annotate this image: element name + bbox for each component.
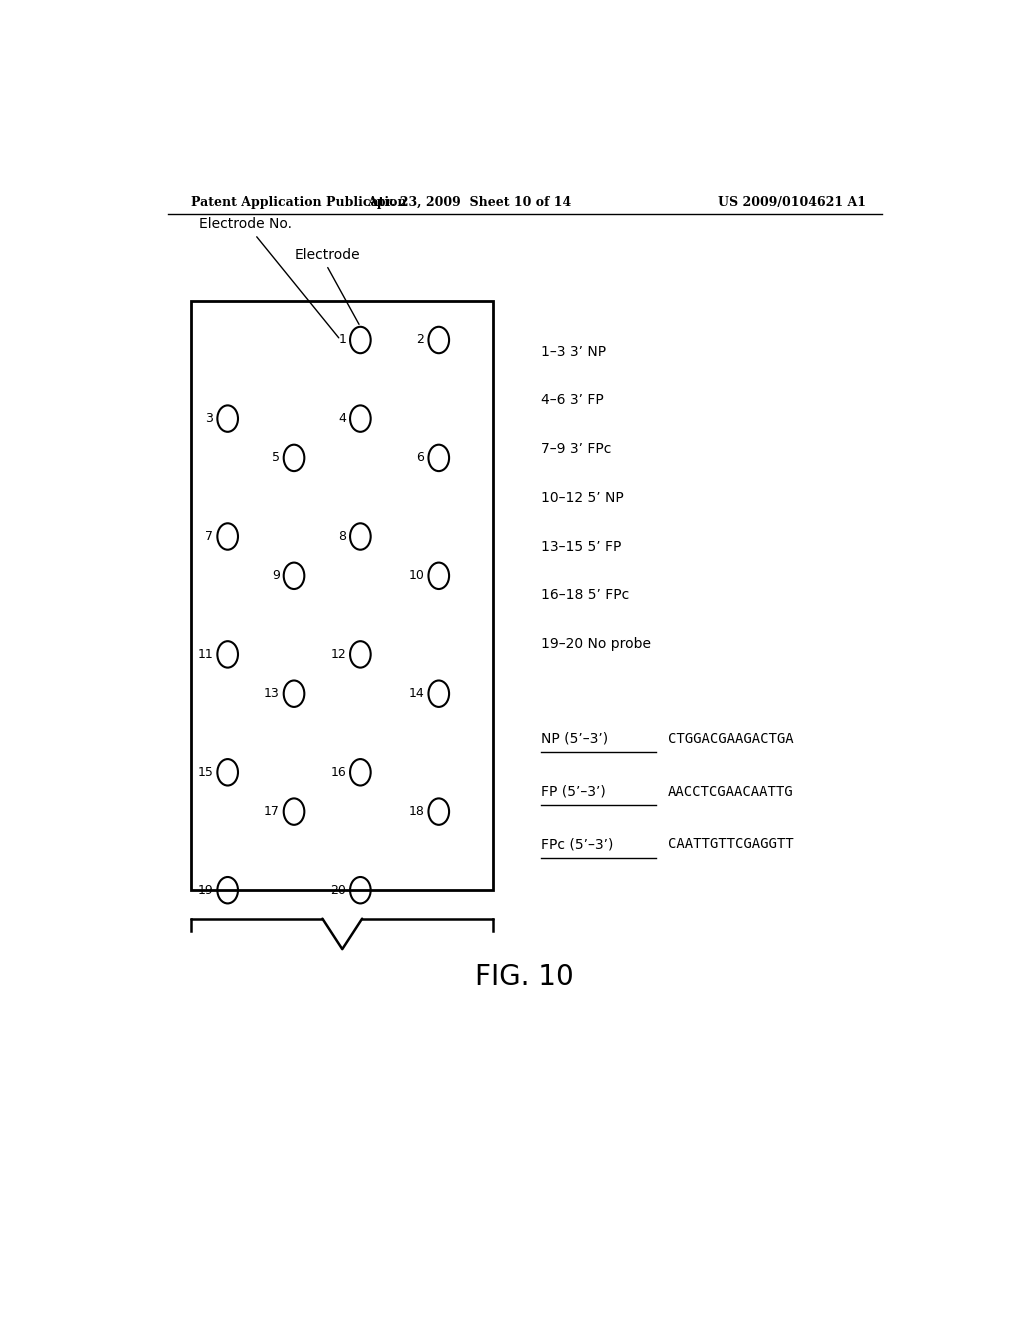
Text: 14: 14: [409, 688, 425, 700]
Text: FIG. 10: FIG. 10: [475, 962, 574, 990]
Text: Electrode No.: Electrode No.: [200, 218, 293, 231]
Text: FPc (5’–3’): FPc (5’–3’): [541, 837, 613, 851]
Text: NP (5’–3’): NP (5’–3’): [541, 731, 608, 746]
Text: 7: 7: [206, 531, 213, 543]
Text: US 2009/0104621 A1: US 2009/0104621 A1: [718, 195, 866, 209]
Text: 17: 17: [264, 805, 280, 818]
Text: 13: 13: [264, 688, 280, 700]
Text: 12: 12: [331, 648, 346, 661]
Text: 6: 6: [417, 451, 425, 465]
Text: 4: 4: [338, 412, 346, 425]
Text: 8: 8: [338, 531, 346, 543]
Text: 20: 20: [330, 883, 346, 896]
Text: 16: 16: [331, 766, 346, 779]
Text: AACCTCGAACAATTG: AACCTCGAACAATTG: [668, 784, 794, 799]
Text: 10–12 5’ NP: 10–12 5’ NP: [541, 491, 624, 504]
Text: 1–3 3’ NP: 1–3 3’ NP: [541, 345, 606, 359]
Text: 5: 5: [271, 451, 280, 465]
Text: 2: 2: [417, 334, 425, 346]
Text: 9: 9: [271, 569, 280, 582]
Bar: [191, 301, 494, 890]
Text: 19–20 No probe: 19–20 No probe: [541, 638, 650, 651]
Text: 16–18 5’ FPc: 16–18 5’ FPc: [541, 589, 629, 602]
Text: Patent Application Publication: Patent Application Publication: [191, 195, 407, 209]
Text: 18: 18: [409, 805, 425, 818]
Text: 13–15 5’ FP: 13–15 5’ FP: [541, 540, 621, 553]
Text: 3: 3: [206, 412, 213, 425]
Text: 15: 15: [198, 766, 213, 779]
Text: 10: 10: [409, 569, 425, 582]
Text: 11: 11: [198, 648, 213, 661]
Text: CAATTGTTCGAGGTT: CAATTGTTCGAGGTT: [668, 837, 794, 851]
Text: 7–9 3’ FPc: 7–9 3’ FPc: [541, 442, 611, 457]
Text: 4–6 3’ FP: 4–6 3’ FP: [541, 393, 603, 408]
Text: FP (5’–3’): FP (5’–3’): [541, 784, 605, 799]
Text: CTGGACGAAGACTGA: CTGGACGAAGACTGA: [668, 731, 794, 746]
Text: Apr. 23, 2009  Sheet 10 of 14: Apr. 23, 2009 Sheet 10 of 14: [368, 195, 571, 209]
Text: 1: 1: [338, 334, 346, 346]
Text: Electrode: Electrode: [295, 248, 360, 261]
Text: 19: 19: [198, 883, 213, 896]
